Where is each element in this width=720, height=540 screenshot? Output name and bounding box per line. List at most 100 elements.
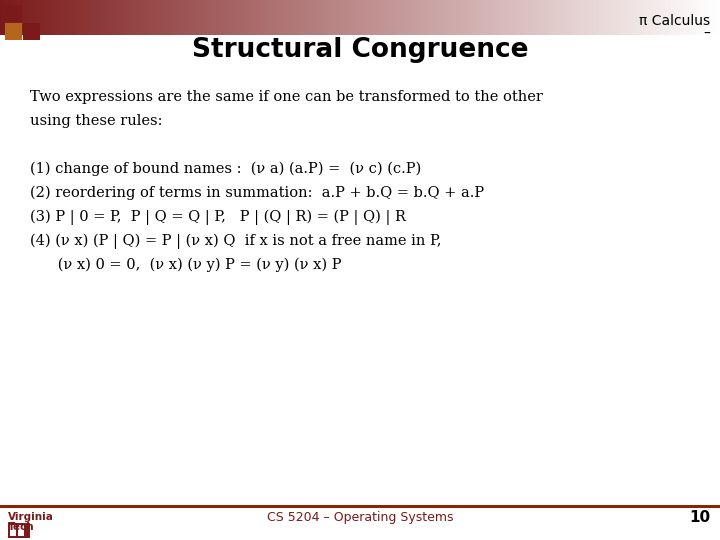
Bar	[207, 0, 210, 35]
Text: Two expressions are the same if one can be transformed to the other: Two expressions are the same if one can …	[30, 90, 543, 104]
Bar	[365, 0, 368, 35]
Bar	[563, 0, 566, 35]
Bar	[261, 0, 264, 35]
Bar	[504, 0, 506, 35]
Bar	[403, 0, 405, 35]
Bar	[258, 0, 260, 35]
Bar	[227, 0, 229, 35]
Bar	[652, 0, 654, 35]
Bar	[632, 0, 634, 35]
Bar	[119, 0, 121, 35]
Bar	[513, 0, 516, 35]
Bar	[673, 0, 675, 35]
Bar	[342, 0, 344, 35]
Bar	[344, 0, 346, 35]
Bar	[709, 0, 711, 35]
Bar	[425, 0, 427, 35]
Bar	[389, 0, 391, 35]
Bar	[158, 0, 161, 35]
Bar	[517, 0, 519, 35]
Bar	[601, 0, 603, 35]
Bar	[536, 0, 539, 35]
Bar	[402, 0, 404, 35]
Bar	[241, 0, 243, 35]
Bar	[338, 0, 341, 35]
Bar	[569, 0, 571, 35]
Bar	[236, 0, 238, 35]
Bar	[216, 0, 218, 35]
Text: Virginia: Virginia	[8, 512, 54, 522]
Bar	[414, 0, 416, 35]
Bar	[439, 0, 441, 35]
Bar	[92, 0, 94, 35]
Bar	[200, 0, 202, 35]
Bar	[8, 523, 30, 538]
Bar	[94, 0, 96, 35]
Bar	[347, 0, 350, 35]
Bar	[518, 0, 521, 35]
Bar	[287, 0, 289, 35]
Bar	[380, 0, 382, 35]
Bar	[690, 0, 692, 35]
Bar	[319, 0, 321, 35]
Bar	[115, 0, 117, 35]
Bar	[474, 0, 476, 35]
Text: (1) change of bound names :  (ν a) (a.P) =  (ν c) (c.P): (1) change of bound names : (ν a) (a.P) …	[30, 162, 421, 177]
Bar	[40, 0, 42, 35]
Bar	[340, 0, 343, 35]
Bar	[589, 0, 591, 35]
Bar	[547, 0, 549, 35]
Bar	[684, 0, 686, 35]
Bar	[86, 0, 89, 35]
Bar	[468, 0, 470, 35]
Bar	[128, 0, 130, 35]
Bar	[204, 0, 206, 35]
Bar	[254, 0, 256, 35]
Bar	[5, 5, 22, 22]
Bar	[198, 0, 200, 35]
Bar	[126, 0, 128, 35]
Bar	[412, 0, 415, 35]
Bar	[251, 0, 253, 35]
Bar	[238, 0, 240, 35]
Bar	[66, 0, 69, 35]
Bar	[328, 0, 330, 35]
Bar	[351, 0, 354, 35]
Bar	[701, 0, 703, 35]
Bar	[707, 0, 710, 35]
Bar	[239, 0, 242, 35]
Bar	[210, 0, 213, 35]
Bar	[459, 0, 462, 35]
Bar	[490, 0, 492, 35]
Bar	[711, 0, 714, 35]
Bar	[590, 0, 593, 35]
Bar	[184, 0, 186, 35]
Bar	[477, 0, 480, 35]
Bar	[9, 0, 12, 35]
Bar	[598, 0, 600, 35]
Bar	[45, 0, 48, 35]
Bar	[364, 0, 366, 35]
Bar	[225, 0, 228, 35]
Bar	[719, 0, 720, 35]
Bar	[97, 0, 99, 35]
Bar	[356, 0, 359, 35]
Bar	[243, 0, 246, 35]
Bar	[302, 0, 305, 35]
Bar	[81, 0, 84, 35]
Bar	[630, 0, 632, 35]
Bar	[179, 0, 181, 35]
Bar	[272, 0, 274, 35]
Bar	[130, 0, 132, 35]
Bar	[714, 0, 717, 35]
Bar	[252, 0, 254, 35]
Bar	[400, 0, 402, 35]
Bar	[659, 0, 661, 35]
Bar	[706, 0, 708, 35]
Text: (2) reordering of terms in summation:  a.P + b.Q = b.Q + a.P: (2) reordering of terms in summation: a.…	[30, 186, 484, 200]
Bar	[218, 0, 220, 35]
Bar	[628, 0, 631, 35]
Bar	[657, 0, 660, 35]
Bar	[220, 0, 222, 35]
Bar	[522, 0, 524, 35]
